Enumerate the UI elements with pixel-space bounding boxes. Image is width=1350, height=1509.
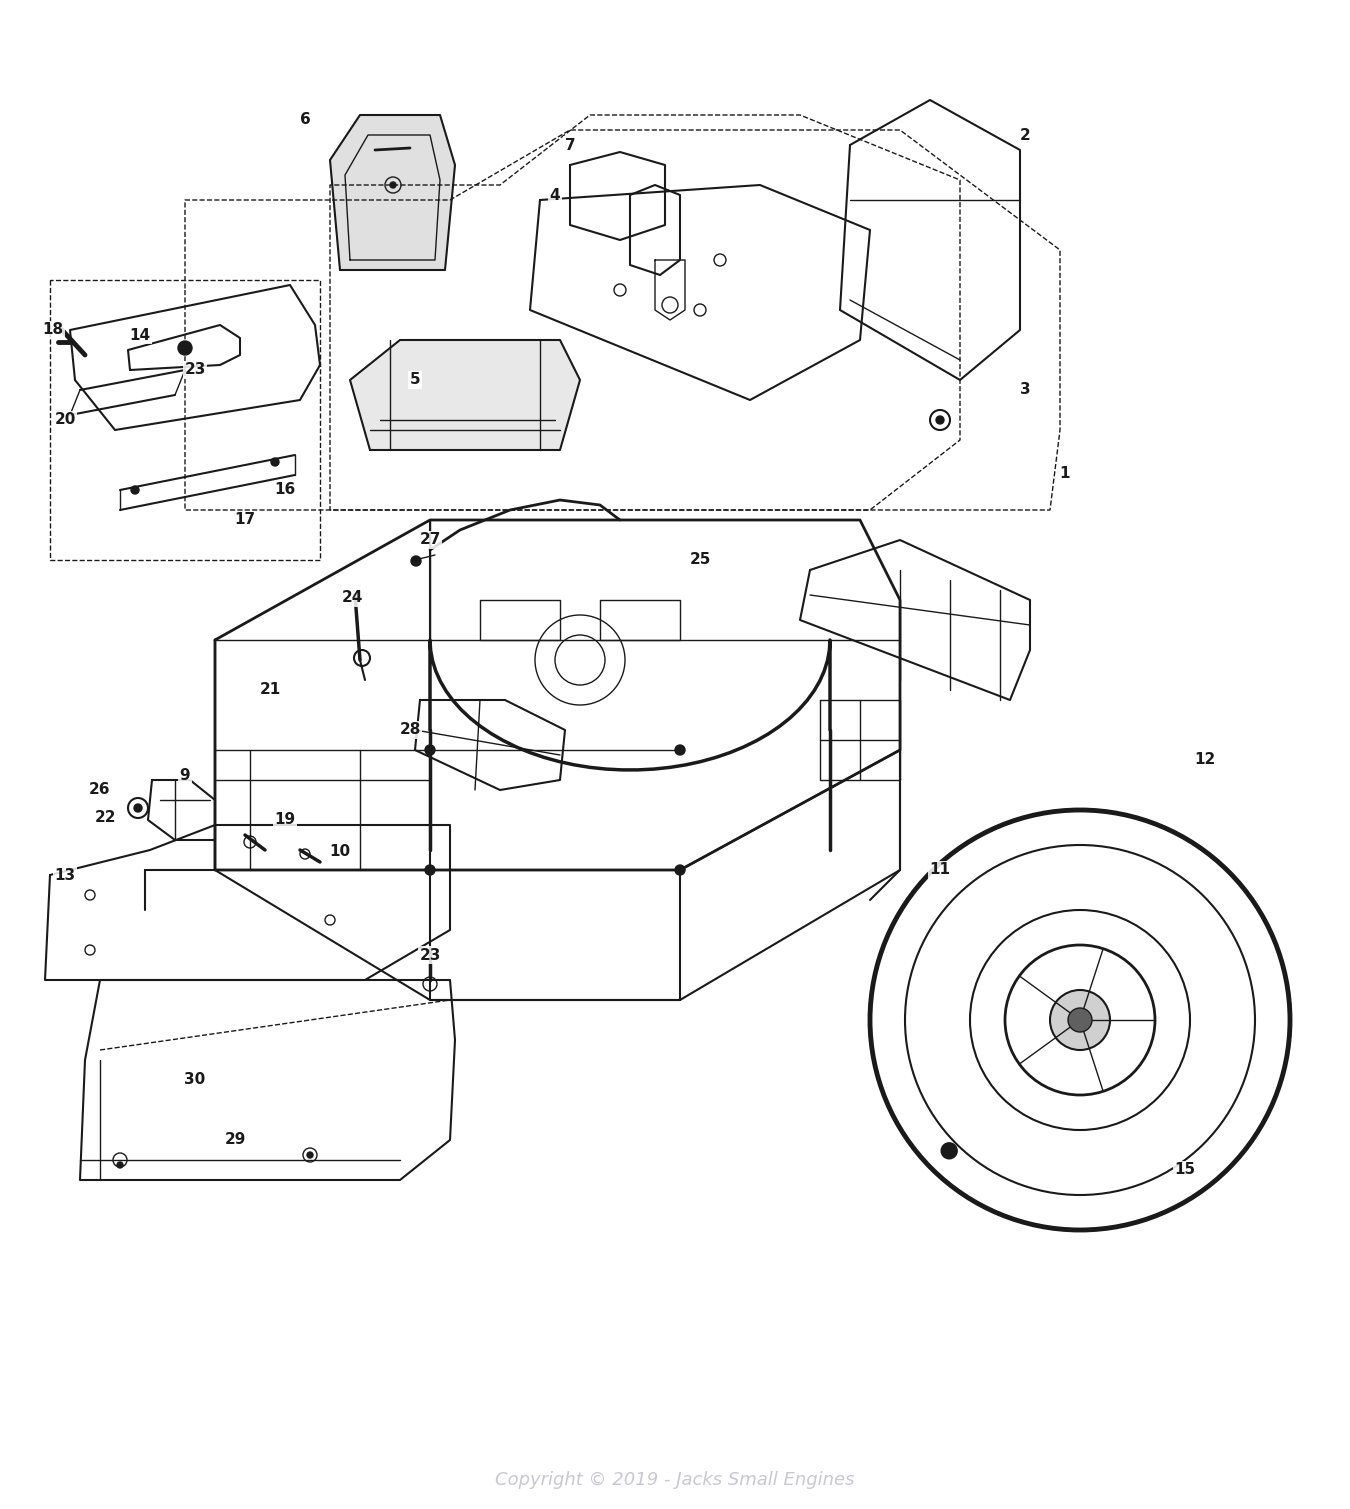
Circle shape: [425, 865, 435, 875]
Text: 6: 6: [300, 113, 310, 127]
Text: 20: 20: [54, 412, 76, 427]
Text: 10: 10: [329, 845, 351, 860]
Circle shape: [390, 183, 396, 189]
Circle shape: [306, 1151, 313, 1157]
Circle shape: [134, 804, 142, 812]
Circle shape: [941, 1142, 957, 1159]
Circle shape: [1050, 990, 1110, 1050]
Text: 24: 24: [342, 590, 363, 605]
Text: 13: 13: [54, 868, 76, 883]
Circle shape: [410, 555, 421, 566]
Text: 16: 16: [274, 483, 296, 498]
Text: 23: 23: [185, 362, 205, 377]
Circle shape: [178, 341, 192, 355]
Text: 17: 17: [235, 513, 255, 528]
Circle shape: [131, 486, 139, 493]
Text: 18: 18: [42, 323, 63, 338]
Circle shape: [425, 745, 435, 754]
Text: 29: 29: [224, 1132, 246, 1147]
Text: 25: 25: [690, 552, 710, 567]
Text: 3: 3: [1019, 382, 1030, 397]
Circle shape: [675, 745, 684, 754]
Text: 19: 19: [274, 812, 296, 827]
Polygon shape: [350, 340, 580, 450]
Text: 15: 15: [1174, 1162, 1196, 1177]
Circle shape: [271, 459, 279, 466]
Text: 11: 11: [930, 863, 950, 878]
Text: 7: 7: [564, 137, 575, 152]
Text: 23: 23: [420, 948, 440, 963]
Circle shape: [1068, 1008, 1092, 1032]
Text: 9: 9: [180, 768, 190, 783]
Text: 22: 22: [95, 810, 116, 825]
Text: 5: 5: [409, 373, 420, 388]
Polygon shape: [329, 115, 455, 270]
Text: 27: 27: [420, 533, 440, 548]
Text: 26: 26: [89, 783, 111, 797]
Text: 2: 2: [1019, 127, 1030, 142]
Circle shape: [117, 1162, 123, 1168]
Text: 28: 28: [400, 723, 421, 738]
Circle shape: [675, 865, 684, 875]
Text: 30: 30: [185, 1073, 205, 1088]
Text: 1: 1: [1060, 466, 1071, 481]
Text: 14: 14: [130, 327, 151, 343]
Text: 4: 4: [549, 187, 560, 202]
Text: Copyright © 2019 - Jacks Small Engines: Copyright © 2019 - Jacks Small Engines: [495, 1471, 855, 1489]
Text: 12: 12: [1195, 753, 1215, 768]
Text: 21: 21: [259, 682, 281, 697]
Circle shape: [936, 416, 944, 424]
